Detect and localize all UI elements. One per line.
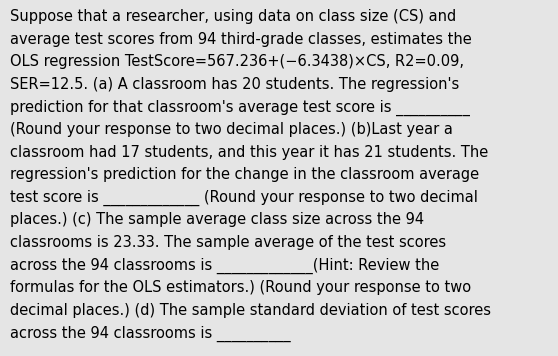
Text: places.) (c) The sample average class size across the 94: places.) (c) The sample average class si… [10, 212, 424, 227]
Text: classroom had 17 students, and this year it has 21 students. The: classroom had 17 students, and this year… [10, 145, 488, 159]
Text: formulas for the OLS estimators.) (Round your response to two: formulas for the OLS estimators.) (Round… [10, 280, 471, 295]
Text: OLS regression TestScore=567.236+(−6.3438)×CS, R2=0.09,: OLS regression TestScore=567.236+(−6.343… [10, 54, 464, 69]
Text: prediction for that classroom's average test score is __________: prediction for that classroom's average … [10, 99, 470, 116]
Text: Suppose that a researcher, using data on class size (CS) and: Suppose that a researcher, using data on… [10, 9, 456, 24]
Text: classrooms is 23.33. The sample average of the test scores: classrooms is 23.33. The sample average … [10, 235, 446, 250]
Text: (Round your response to two decimal places.) (b)Last year a: (Round your response to two decimal plac… [10, 122, 453, 137]
Text: across the 94 classrooms is __________: across the 94 classrooms is __________ [10, 325, 291, 342]
Text: regression's prediction for the change in the classroom average: regression's prediction for the change i… [10, 167, 479, 182]
Text: test score is _____________ (Round your response to two decimal: test score is _____________ (Round your … [10, 190, 478, 206]
Text: across the 94 classrooms is _____________(Hint: Review the: across the 94 classrooms is ____________… [10, 258, 439, 274]
Text: average test scores from 94 third-grade classes, estimates the: average test scores from 94 third-grade … [10, 32, 472, 47]
Text: SER=12.5. (a) A classroom has 20 students. The regression's: SER=12.5. (a) A classroom has 20 student… [10, 77, 459, 92]
Text: decimal places.) (d) The sample standard deviation of test scores: decimal places.) (d) The sample standard… [10, 303, 491, 318]
